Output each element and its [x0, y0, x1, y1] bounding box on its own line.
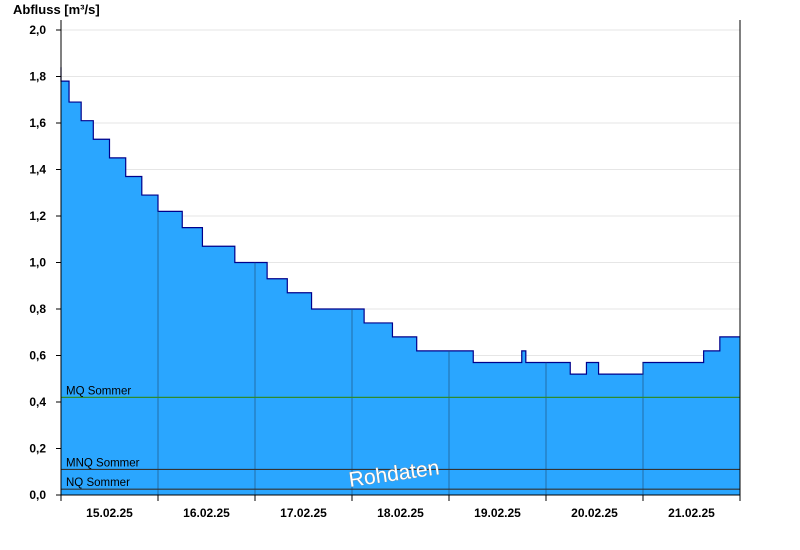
y-tick-label: 1,6 [29, 116, 46, 130]
x-tick-label: 19.02.25 [474, 506, 521, 520]
y-tick-label: 1,8 [29, 70, 46, 84]
discharge-area [60, 67, 740, 495]
reference-label: MQ Sommer [66, 385, 131, 397]
y-axis-label: Abfluss [m³/s] [13, 2, 100, 17]
y-tick-label: 1,0 [29, 256, 46, 270]
y-tick-label: 1,4 [29, 163, 46, 177]
y-tick-label: 0,6 [29, 349, 46, 363]
reference-label: MNQ Sommer [66, 457, 140, 469]
discharge-line [60, 67, 740, 375]
y-tick-label: 0,4 [29, 395, 46, 409]
x-tick-label: 21.02.25 [668, 506, 715, 520]
y-tick-label: 0,0 [29, 488, 46, 502]
reference-label: NQ Sommer [66, 477, 130, 489]
y-tick-label: 2,0 [29, 23, 46, 37]
y-tick-label: 1,2 [29, 209, 46, 223]
x-tick-label: 20.02.25 [571, 506, 618, 520]
y-ticks: 0,0 0,2 0,4 0,6 0,8 1,0 1,2 1,4 1,6 1,8 2,0 [29, 23, 61, 502]
discharge-fill [61, 67, 740, 495]
reference-lines: MQ Sommer MNQ Sommer NQ Sommer [61, 385, 740, 490]
y-tick-label: 0,8 [29, 302, 46, 316]
x-tick-label: 18.02.25 [377, 506, 424, 520]
x-tick-label: 16.02.25 [183, 506, 230, 520]
x-ticks: 15.02.25 16.02.25 17.02.25 18.02.25 19.02.25… [60, 495, 741, 520]
x-tick-label: 15.02.25 [86, 506, 133, 520]
day-separator-lines [157, 211, 644, 495]
x-tick-label: 17.02.25 [280, 506, 327, 520]
y-tick-label: 0,2 [29, 442, 46, 456]
axes [60, 20, 741, 496]
